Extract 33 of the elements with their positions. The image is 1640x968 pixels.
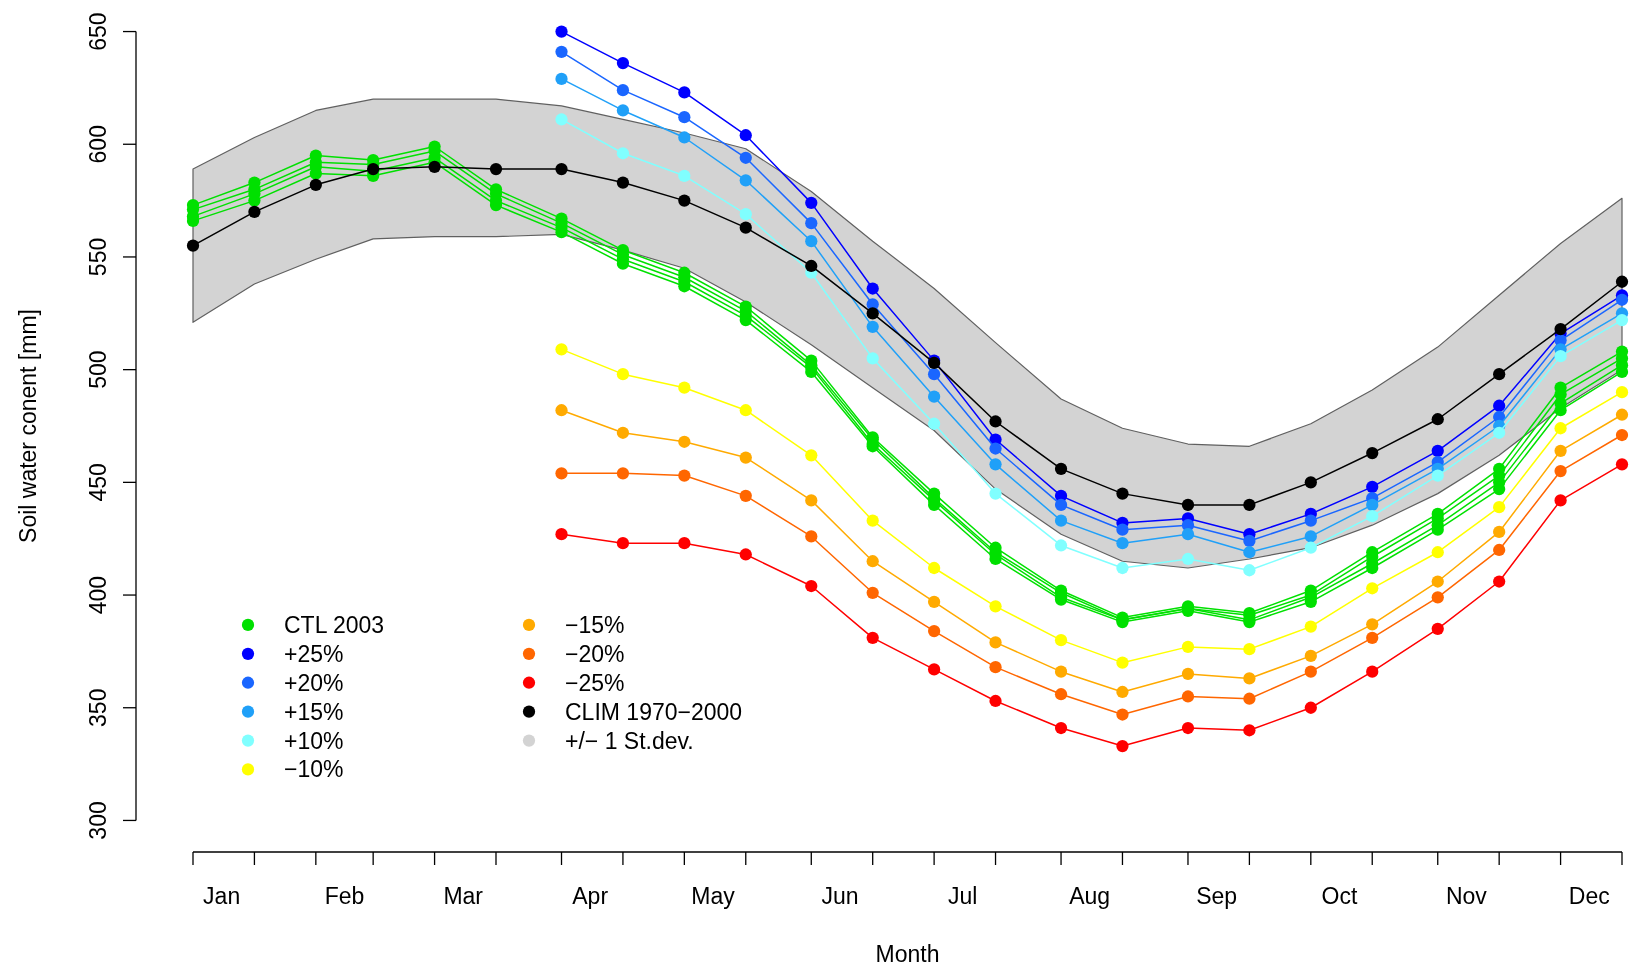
x-tick-label: Dec (1568, 883, 1610, 910)
legend-label: −25% (565, 669, 625, 696)
legend-label: −15% (565, 611, 625, 638)
y-tick-label: 550 (85, 237, 112, 277)
y-tick-label: 450 (85, 463, 112, 502)
legend-label: +10% (284, 727, 344, 754)
x-tick-label: Jan (203, 883, 241, 910)
y-tick-label: 500 (85, 350, 112, 389)
y-tick-label: 650 (85, 12, 112, 51)
legend-label: +25% (284, 640, 344, 667)
x-axis-title: Month (875, 941, 940, 968)
x-tick-label: Feb (324, 883, 365, 910)
x-tick-label: Oct (1321, 883, 1358, 910)
x-tick-label: Nov (1445, 883, 1488, 910)
y-axis-title: Soil water conent [mm] (15, 309, 42, 543)
legend-label: −10% (284, 756, 344, 783)
legend-label: CTL 2003 (284, 611, 385, 638)
legend-label: CLIM 1970−2000 (565, 698, 743, 725)
legend-label: +15% (284, 698, 344, 725)
x-tick-label: Jul (948, 883, 978, 910)
y-tick-label: 350 (85, 688, 112, 727)
y-tick-label: 300 (85, 801, 112, 840)
x-tick-label: Aug (1069, 883, 1111, 910)
x-tick-label: Jun (821, 883, 859, 910)
x-tick-label: Apr (572, 883, 609, 910)
legend-label: +20% (284, 669, 344, 696)
legend-label: −20% (565, 640, 625, 667)
legend-label: +/− 1 St.dev. (565, 727, 694, 754)
y-tick-label: 600 (85, 125, 112, 164)
x-tick-label: Mar (443, 883, 484, 910)
x-tick-label: May (691, 883, 736, 910)
y-tick-label: 400 (85, 575, 112, 615)
x-tick-label: Sep (1196, 883, 1238, 910)
